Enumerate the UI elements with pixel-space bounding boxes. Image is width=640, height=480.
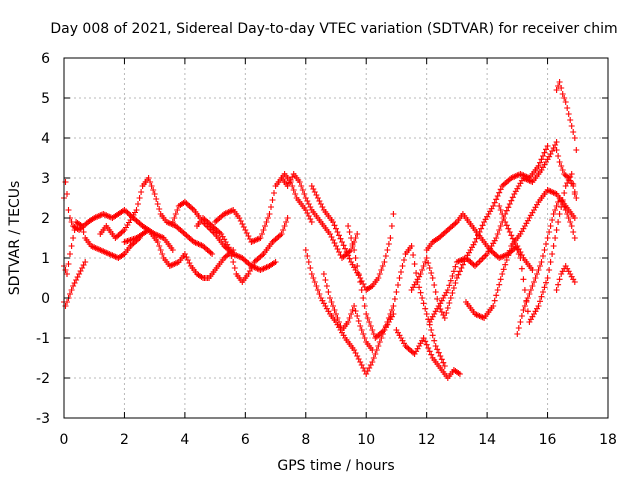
y-tick-label: -1 [36,331,50,347]
chart-title: Day 008 of 2021, Sidereal Day-to-day VTE… [50,21,617,37]
plus-marks [194,215,291,285]
axis-ticks [63,57,609,419]
series-track-13 [345,223,448,369]
plus-marks [553,263,578,293]
x-tick-label: 6 [241,432,250,448]
plus-marks [426,139,560,325]
plus-marks [393,327,463,381]
y-tick-label: -3 [36,411,50,427]
series-track-17 [426,139,560,325]
series-track-12 [320,271,376,353]
series-track-5 [121,227,237,281]
plus-marks [553,147,580,201]
x-tick-label: 12 [418,432,436,448]
plus-marks [320,271,376,353]
plus-marks [97,175,216,257]
series-track-11 [308,183,397,293]
x-tick-label: 0 [60,432,69,448]
series-track-23 [553,147,580,201]
series-track-14 [393,327,463,381]
series-track-22 [553,263,578,293]
series-track-21 [553,79,580,153]
y-tick-label: 1 [41,251,50,267]
series-track-9 [278,171,361,261]
x-tick-label: 10 [357,432,375,448]
x-tick-labels: 0 2 4 6 8 10 12 14 16 18 [60,432,617,448]
y-tick-label: 6 [41,51,50,67]
plus-marks [408,143,551,321]
series-track-20 [514,195,578,337]
y-axis-label: SDTVAR / TECUs [7,181,23,296]
plus-marks [553,79,580,153]
x-axis-label: GPS time / hours [277,458,394,474]
plus-marks [514,195,578,337]
y-tick-label: 3 [41,171,50,187]
x-tick-label: 8 [301,432,310,448]
data-marks [61,79,580,381]
y-tick-label: 0 [41,291,50,307]
y-tick-label: 4 [41,131,50,147]
series-track-15 [408,143,551,321]
grid [64,58,608,418]
x-tick-label: 18 [599,432,617,448]
plus-marks [121,227,237,281]
plus-marks [308,183,397,293]
plus-marks [278,171,361,261]
plus-marks [345,223,448,369]
x-tick-label: 2 [120,432,129,448]
plus-marks [496,171,578,325]
x-tick-label: 16 [539,432,557,448]
y-tick-label: 2 [41,211,50,227]
plot-frame [63,57,609,419]
series-track-19 [496,171,578,325]
x-tick-label: 4 [180,432,189,448]
y-tick-labels: -3 -2 -1 0 1 2 3 4 5 6 [36,51,50,427]
x-tick-label: 14 [478,432,496,448]
series-track-7 [194,215,291,285]
y-tick-label: 5 [41,91,50,107]
series-track-4 [97,175,216,257]
y-tick-label: -2 [36,371,50,387]
